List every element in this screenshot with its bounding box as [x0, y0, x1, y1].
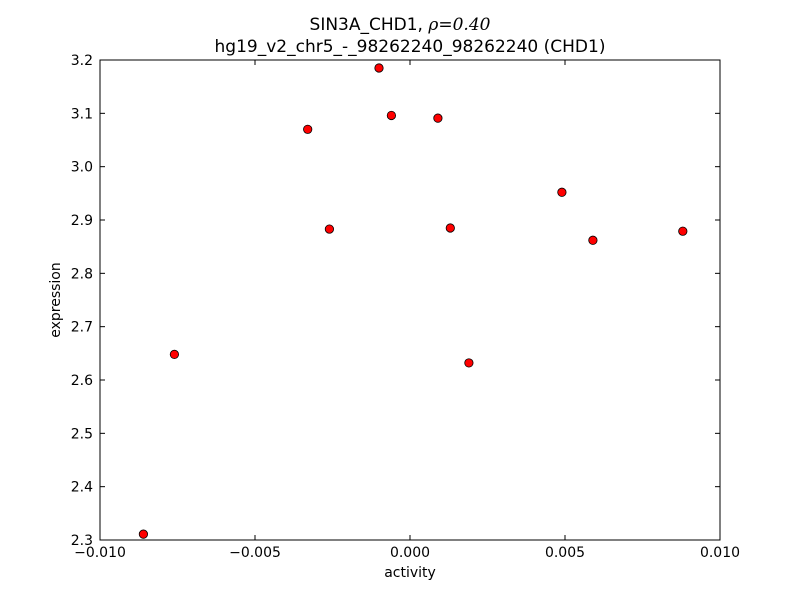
x-tick-label: −0.010	[74, 545, 126, 561]
data-point	[169, 349, 179, 359]
x-tick-label: −0.005	[229, 545, 281, 561]
data-point	[445, 223, 455, 233]
axis-ticks: −0.010 −0.005 0.000 0.005 0.010 2.3 2.4 2.5 2.6 2…	[71, 53, 740, 561]
y-tick-label: 3.0	[71, 160, 93, 176]
y-tick-label: 2.9	[71, 213, 93, 229]
y-axis-label: expression	[48, 262, 64, 338]
chart-title-line2: hg19_v2_chr5_-_98262240_98262240 (CHD1)	[215, 37, 606, 57]
data-point	[374, 63, 384, 73]
y-tick-label: 2.3	[71, 533, 93, 549]
y-tick-label: 2.7	[71, 320, 93, 336]
axes-frame	[99, 59, 721, 541]
data-point	[303, 124, 313, 134]
x-tick-label: 0.010	[700, 545, 740, 561]
plot-area	[100, 60, 720, 540]
y-tick-label: 2.8	[71, 266, 93, 282]
axes-background	[100, 60, 720, 540]
y-tick-label: 3.2	[71, 53, 93, 69]
chart-title-rho: ρ=0.40	[427, 15, 490, 35]
chart-title-main: SIN3A_CHD1,	[310, 15, 429, 35]
data-point	[588, 235, 598, 245]
x-tick-label: 0.000	[390, 545, 430, 561]
data-point	[386, 110, 396, 121]
data-points	[138, 63, 688, 539]
data-point	[433, 113, 443, 123]
x-axis-label: activity	[384, 565, 436, 581]
data-point	[678, 226, 688, 236]
y-tick-label: 2.5	[71, 426, 93, 442]
data-point	[557, 187, 567, 197]
data-point	[324, 224, 334, 234]
x-tick-label: 0.005	[545, 545, 585, 561]
data-point	[138, 529, 148, 539]
y-tick-label: 2.6	[71, 373, 93, 389]
y-tick-label: 2.4	[71, 480, 93, 496]
y-tick-label: 3.1	[71, 106, 93, 122]
chart-title-line1: SIN3A_CHD1, ρ=0.40	[310, 15, 491, 35]
data-point	[464, 358, 474, 368]
